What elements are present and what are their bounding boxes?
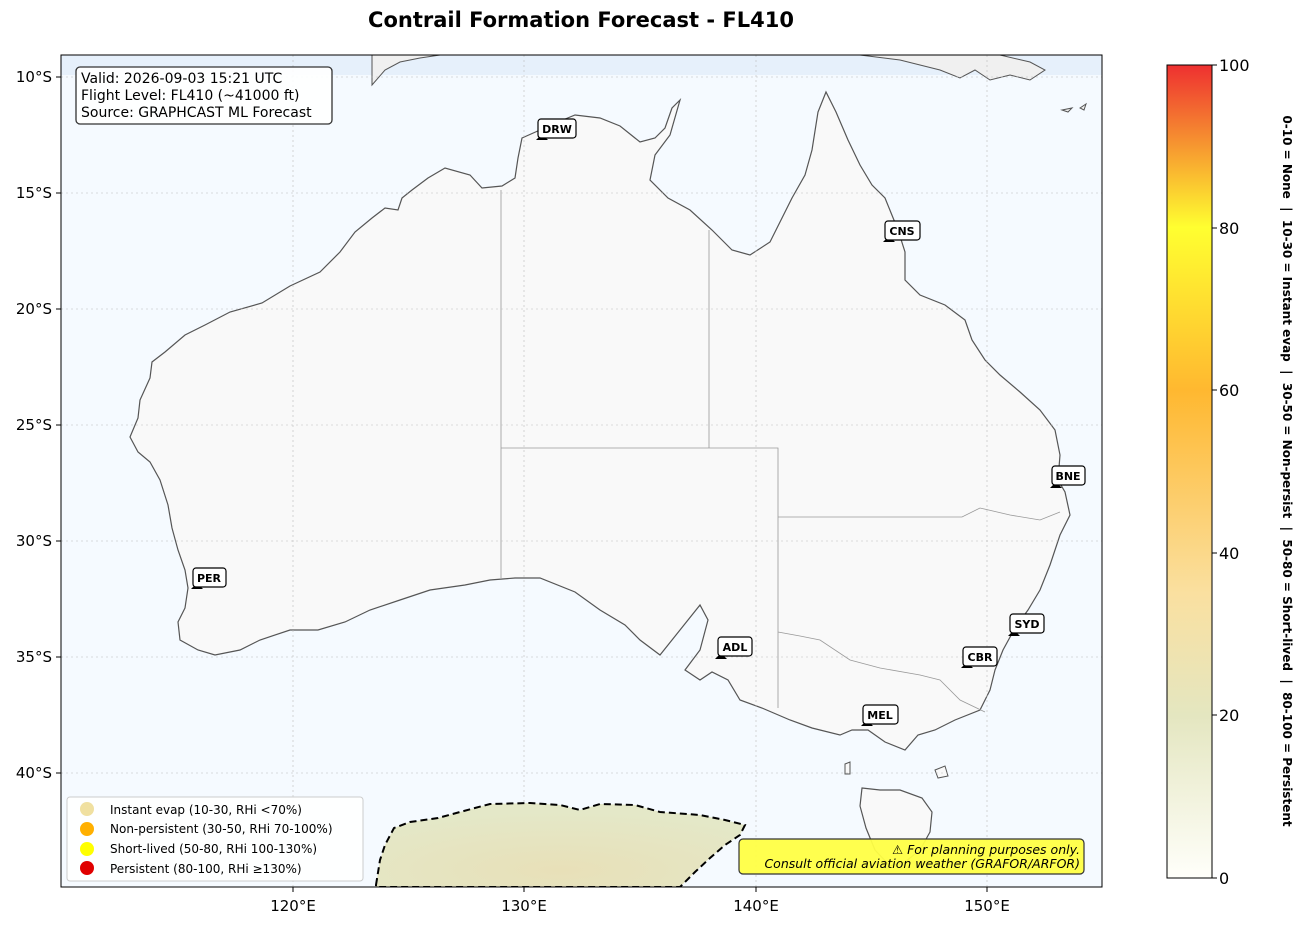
state-borders xyxy=(500,190,1061,713)
city-label: BNE xyxy=(1055,470,1080,483)
lat-tick-label: 15°S xyxy=(16,184,52,202)
map-legend: Instant evap (10-30, RHi <70%) Non-persi… xyxy=(66,796,364,882)
australia-landmass xyxy=(129,90,1071,751)
lon-axis: 120°E 130°E 140°E 150°E xyxy=(270,887,1010,915)
city-marker-mel[interactable]: MEL xyxy=(861,704,899,726)
city-label: DRW xyxy=(542,123,572,136)
city-marker-drw[interactable]: DRW xyxy=(536,118,577,140)
city-marker-syd[interactable]: SYD xyxy=(1008,613,1045,636)
lat-tick-label: 10°S xyxy=(16,68,52,86)
flight-level: Flight Level: FL410 (~41000 ft) xyxy=(81,88,300,104)
lat-tick-label: 40°S xyxy=(16,764,52,782)
legend-label: Non-persistent (30-50, RHi 70-100%) xyxy=(110,822,333,836)
colorbar-tick: 80 xyxy=(1219,219,1239,238)
city-marker-cbr[interactable]: CBR xyxy=(961,646,998,668)
lat-axis: 10°S 15°S 20°S 25°S 30°S 35°S 40°S xyxy=(16,68,61,782)
lat-tick-label: 20°S xyxy=(16,300,52,318)
legend-label: Instant evap (10-30, RHi <70%) xyxy=(110,803,302,817)
contrail-region xyxy=(375,801,747,887)
city-marker-per[interactable]: PER xyxy=(191,567,227,589)
lon-tick-label: 130°E xyxy=(501,897,547,915)
city-label: CBR xyxy=(968,651,993,664)
colorbar-tick: 100 xyxy=(1219,56,1250,75)
warning-line-2: Consult official aviation weather (GRAFO… xyxy=(764,856,1080,871)
valid-time: Valid: 2026-09-03 15:21 UTC xyxy=(81,71,282,87)
data-source: Source: GRAPHCAST ML Forecast xyxy=(81,105,312,121)
colorbar: 0 20 40 60 80 100 0-10 = None | 10-30 = … xyxy=(1166,56,1294,888)
colorbar-tick: 40 xyxy=(1219,544,1239,563)
colorbar-label: 0-10 = None | 10-30 = Instant evap | 30-… xyxy=(1280,115,1294,826)
legend-swatch-persistent xyxy=(80,861,94,875)
city-label: MEL xyxy=(867,709,892,722)
legend-label: Short-lived (50-80, RHi 100-130%) xyxy=(110,842,317,856)
lon-tick-label: 120°E xyxy=(270,897,316,915)
legend-swatch-nonpersistent xyxy=(80,822,94,836)
city-label: SYD xyxy=(1014,618,1039,631)
legend-swatch-shortlived xyxy=(80,842,94,856)
lon-tick-label: 140°E xyxy=(733,897,779,915)
city-label: ADL xyxy=(723,641,748,654)
lat-tick-label: 30°S xyxy=(16,532,52,550)
city-marker-adl[interactable]: ADL xyxy=(715,636,753,659)
city-label: PER xyxy=(197,572,222,585)
new-guinea-landmass xyxy=(371,55,1046,87)
colorbar-tick: 0 xyxy=(1219,869,1229,888)
lon-tick-label: 150°E xyxy=(964,897,1010,915)
map-title: Contrail Formation Forecast - FL410 xyxy=(368,8,794,32)
city-marker-bne[interactable]: BNE xyxy=(1050,465,1086,488)
legend-swatch-instant xyxy=(80,802,94,816)
warning-line-1: ⚠ For planning purposes only. xyxy=(892,842,1080,857)
graticule xyxy=(61,55,1102,887)
city-marker-cns[interactable]: CNS xyxy=(883,220,921,242)
lat-tick-label: 35°S xyxy=(16,648,52,666)
city-label: CNS xyxy=(889,225,914,238)
lat-tick-label: 25°S xyxy=(16,416,52,434)
warning-box: ⚠ For planning purposes only. Consult of… xyxy=(738,838,1085,875)
info-box: Valid: 2026-09-03 15:21 UTC Flight Level… xyxy=(75,66,333,125)
legend-label: Persistent (80-100, RHi ≥130%) xyxy=(110,862,302,876)
colorbar-tick: 60 xyxy=(1219,381,1239,400)
colorbar-tick: 20 xyxy=(1219,706,1239,725)
